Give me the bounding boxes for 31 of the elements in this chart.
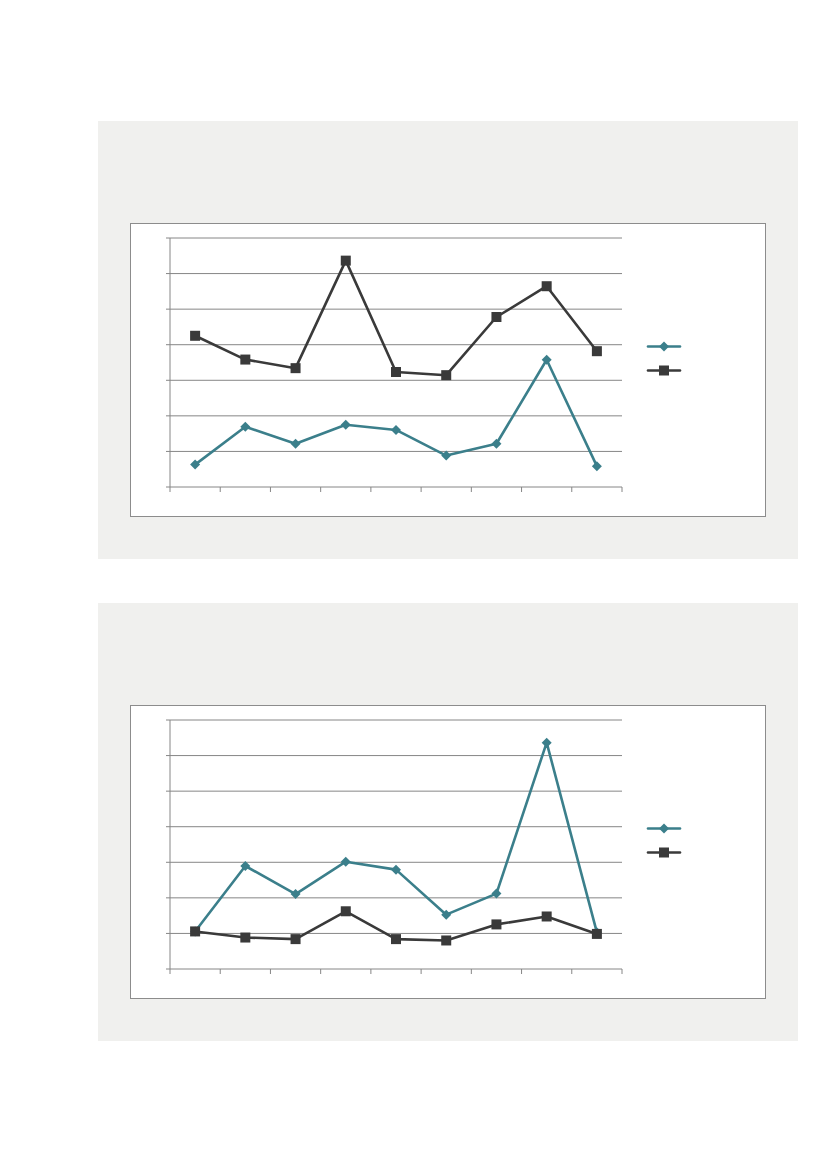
- point: [190, 459, 201, 470]
- point: [441, 370, 452, 381]
- point: [340, 255, 351, 266]
- point: [290, 934, 301, 945]
- point: [391, 934, 401, 945]
- point: [240, 421, 251, 432]
- point: [240, 354, 251, 365]
- point: [391, 424, 401, 435]
- point: [541, 911, 552, 922]
- point: [290, 889, 301, 900]
- point: [491, 438, 502, 449]
- point: [240, 861, 251, 871]
- point: [441, 935, 452, 946]
- point: [491, 919, 502, 930]
- point: [391, 864, 401, 875]
- point: [541, 354, 552, 365]
- point: [491, 312, 502, 322]
- point: [441, 450, 452, 461]
- point: [190, 330, 201, 341]
- point: [391, 367, 401, 378]
- point: [541, 281, 552, 292]
- point: [290, 438, 301, 449]
- point: [340, 856, 351, 867]
- point: [240, 932, 251, 943]
- point: [591, 461, 602, 472]
- point: [491, 888, 502, 899]
- point: [441, 909, 452, 920]
- point: [340, 419, 351, 430]
- point: [290, 363, 301, 374]
- point: [340, 906, 351, 917]
- point: [591, 346, 602, 357]
